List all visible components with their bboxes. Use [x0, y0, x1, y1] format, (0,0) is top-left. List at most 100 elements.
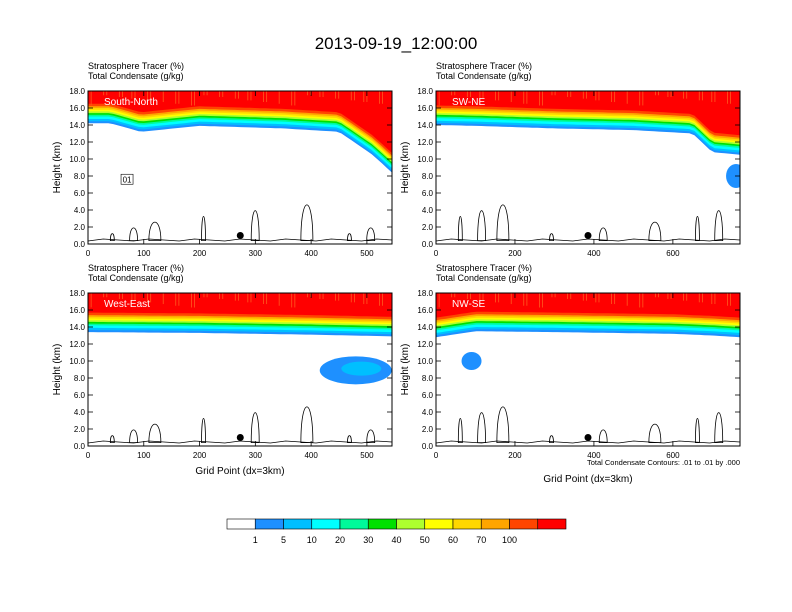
condensate-contour	[250, 412, 260, 443]
panel-header-line: Total Condensate (g/kg)	[88, 71, 184, 81]
terrain-line	[88, 440, 392, 444]
x-tick-label: 100	[137, 451, 151, 460]
x-tick-label: 0	[86, 249, 91, 258]
location-marker	[584, 232, 592, 239]
condensate-contour	[148, 423, 162, 443]
panels: Stratosphere Tracer (%)Total Condensate …	[52, 61, 741, 485]
y-tick-label: 18.0	[417, 289, 433, 298]
x-tick-label: 400	[587, 249, 601, 258]
terrain-line	[88, 238, 392, 242]
y-tick-label: 16.0	[69, 306, 85, 315]
colorbar-box	[480, 518, 510, 530]
x-tick-label: 200	[193, 249, 207, 258]
tracer-band	[436, 293, 740, 318]
location-marker	[236, 434, 244, 441]
plot-frame	[435, 292, 741, 447]
colorbar-box	[339, 518, 369, 530]
y-tick-label: 16.0	[69, 104, 85, 113]
y-tick-label: 12.0	[417, 138, 433, 147]
plot-frame	[87, 90, 393, 245]
condensate-contour	[457, 418, 463, 443]
y-tick-label: 10.0	[417, 155, 433, 164]
y-tick-label: 10.0	[69, 155, 85, 164]
y-tick-label: 16.0	[417, 104, 433, 113]
location-marker	[584, 434, 592, 441]
y-tick-label: 4.0	[422, 206, 434, 215]
panel-header-line: Stratosphere Tracer (%)	[88, 61, 184, 71]
colorbar-label: 1	[253, 535, 258, 545]
contour-label: 01	[123, 175, 132, 184]
colorbar-label: 20	[335, 535, 345, 545]
y-tick-label: 14.0	[69, 121, 85, 130]
y-tick-label: 14.0	[417, 121, 433, 130]
condensate-contour	[300, 406, 314, 443]
y-tick-label: 14.0	[69, 323, 85, 332]
y-axis-label: Height (km)	[52, 142, 63, 194]
colorbar-label: 100	[502, 535, 517, 545]
colorbar-box	[367, 518, 397, 530]
colorbar-box	[254, 518, 284, 530]
y-tick-label: 10.0	[417, 357, 433, 366]
y-tick-label: 12.0	[69, 340, 85, 349]
panel-label: NW-SE	[452, 299, 485, 310]
colorbar-box	[452, 518, 482, 530]
x-tick-label: 600	[666, 451, 680, 460]
y-tick-label: 8.0	[422, 374, 434, 383]
y-tick-label: 18.0	[417, 87, 433, 96]
condensate-contour	[549, 233, 554, 241]
y-axis-label: Height (km)	[52, 344, 63, 396]
colorbar-label: 50	[420, 535, 430, 545]
chart-panel-west-east: Stratosphere Tracer (%)Total Condensate …	[52, 263, 393, 477]
condensate-contour	[477, 412, 487, 443]
y-tick-label: 4.0	[74, 206, 86, 215]
chart-panel-sw-ne: Stratosphere Tracer (%)Total Condensate …	[400, 61, 741, 258]
location-marker	[236, 232, 244, 239]
plot-area	[436, 91, 740, 244]
x-tick-label: 500	[360, 451, 374, 460]
condensate-contour	[148, 221, 162, 241]
colorbar-box	[424, 518, 454, 530]
x-tick-label: 200	[508, 249, 522, 258]
x-tick-label: 200	[508, 451, 522, 460]
y-tick-label: 2.0	[74, 425, 86, 434]
y-tick-label: 8.0	[74, 374, 86, 383]
colorbar-box	[311, 518, 341, 530]
y-tick-label: 6.0	[422, 391, 434, 400]
y-tick-label: 8.0	[74, 172, 86, 181]
condensate-contour	[250, 210, 260, 241]
panel-header-line: Total Condensate (g/kg)	[436, 71, 532, 81]
condensate-contour	[477, 210, 487, 241]
y-tick-label: 2.0	[74, 223, 86, 232]
y-axis-label: Height (km)	[400, 344, 411, 396]
y-tick-label: 18.0	[69, 289, 85, 298]
condensate-contour	[714, 210, 724, 241]
tracer-band	[436, 91, 740, 136]
colorbar-box	[509, 518, 539, 530]
panel-label: West-East	[104, 299, 150, 310]
panel-label: SW-NE	[452, 97, 485, 108]
y-tick-label: 0.0	[74, 442, 86, 451]
contour-info: Total Condensate Contours: .01 to .01 by…	[587, 458, 740, 467]
condensate-contour	[714, 412, 724, 443]
tracer-intrusion	[726, 164, 740, 188]
condensate-contour	[366, 429, 376, 443]
tracer-intrusion	[461, 352, 482, 370]
y-tick-label: 14.0	[417, 323, 433, 332]
colorbar: 1 5 10 20 30 40 50 60 70 100	[226, 518, 567, 545]
y-tick-label: 8.0	[422, 172, 434, 181]
condensate-contour	[366, 227, 376, 241]
condensate-contour	[496, 204, 510, 241]
x-tick-label: 0	[86, 451, 91, 460]
condensate-contour	[457, 216, 463, 241]
plot-area: 01	[88, 91, 392, 244]
condensate-contour	[496, 406, 510, 443]
x-tick-label: 100	[137, 249, 151, 258]
colorbar-label: 5	[281, 535, 286, 545]
y-tick-label: 12.0	[69, 138, 85, 147]
x-tick-label: 0	[434, 451, 439, 460]
y-tick-label: 10.0	[69, 357, 85, 366]
tracer-intrusion-core	[341, 361, 382, 376]
y-tick-label: 6.0	[422, 189, 434, 198]
colorbar-label: 60	[448, 535, 458, 545]
